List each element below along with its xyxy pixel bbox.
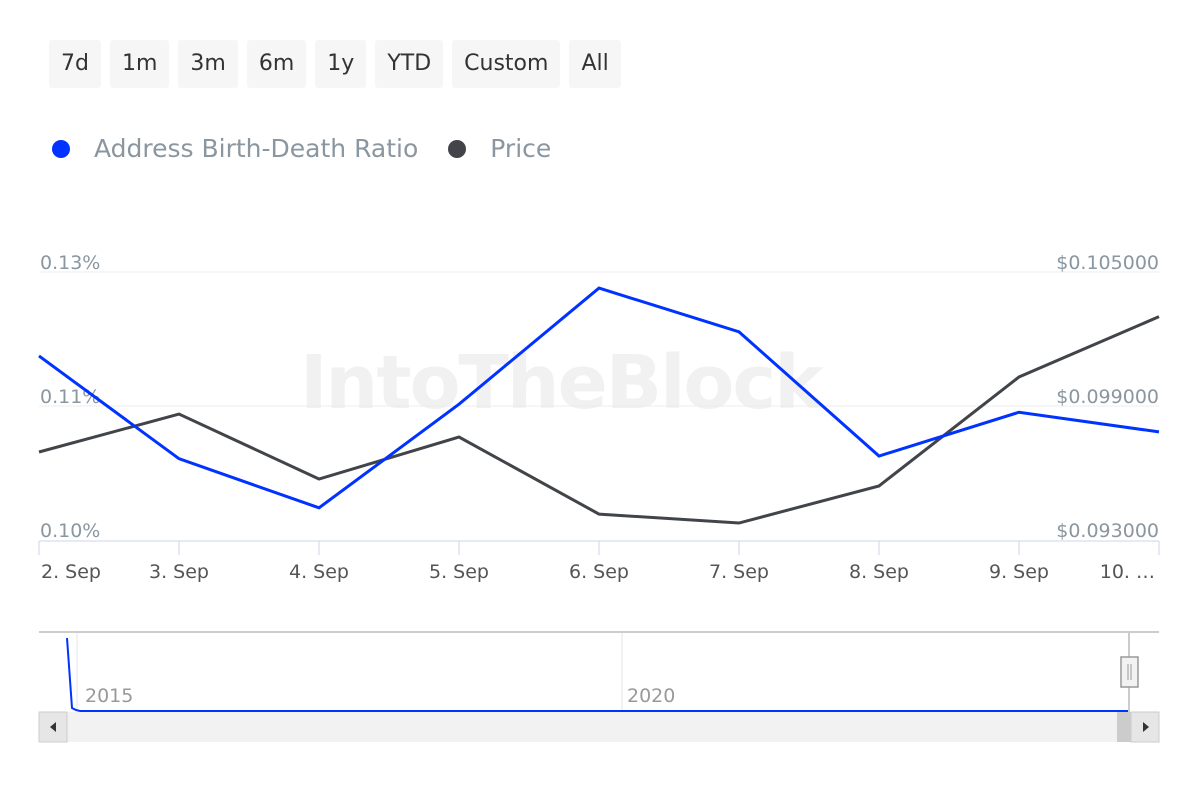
y-right-tick: $0.093000 <box>1056 520 1159 542</box>
y-left-tick: 0.10% <box>40 520 100 542</box>
range-button-custom[interactable]: Custom <box>452 40 561 88</box>
range-button-7d[interactable]: 7d <box>49 40 101 88</box>
range-button-3m[interactable]: 3m <box>178 40 238 88</box>
navigator-series <box>66 637 1128 712</box>
scrollbar-thumb[interactable] <box>1117 712 1131 742</box>
navigator-label: 2020 <box>627 685 675 707</box>
x-tick-label: 6. Sep <box>569 561 629 583</box>
legend-price[interactable]: Price <box>490 134 552 163</box>
watermark: IntoTheBlock <box>300 340 823 426</box>
y-left-tick: 0.11% <box>40 386 100 408</box>
legend-ratio[interactable]: Address Birth-Death Ratio <box>94 134 419 163</box>
scrollbar-track[interactable] <box>39 712 1159 742</box>
range-button-1y[interactable]: 1y <box>315 40 367 88</box>
range-button-1m[interactable]: 1m <box>109 40 170 88</box>
x-tick-label: 8. Sep <box>849 561 909 583</box>
legend: Address Birth-Death Ratio Price <box>52 134 551 163</box>
x-tick-label: 10. … <box>1100 561 1155 583</box>
range-selector: 7d 1m 3m 6m 1y YTD Custom All <box>49 40 621 88</box>
x-tick-label: 9. Sep <box>989 561 1049 583</box>
arrow-right-icon <box>1143 722 1149 732</box>
range-button-all[interactable]: All <box>569 40 621 88</box>
range-button-ytd[interactable]: YTD <box>375 40 444 88</box>
x-tick-label: 4. Sep <box>289 561 349 583</box>
y-right-tick: $0.099000 <box>1056 386 1159 408</box>
x-tick-label: 2. Sep <box>41 561 101 583</box>
x-tick-label: 3. Sep <box>149 561 209 583</box>
range-button-6m[interactable]: 6m <box>246 40 307 88</box>
arrow-left-icon <box>50 722 56 732</box>
y-right-tick: $0.105000 <box>1056 252 1159 274</box>
legend-ratio-marker <box>52 139 70 158</box>
y-left-tick: 0.13% <box>40 252 100 274</box>
x-tick-label: 7. Sep <box>709 561 769 583</box>
legend-price-marker <box>448 139 467 158</box>
x-tick-label: 5. Sep <box>429 561 489 583</box>
navigator-handle[interactable] <box>1120 656 1139 688</box>
navigator-label: 2015 <box>85 685 133 707</box>
